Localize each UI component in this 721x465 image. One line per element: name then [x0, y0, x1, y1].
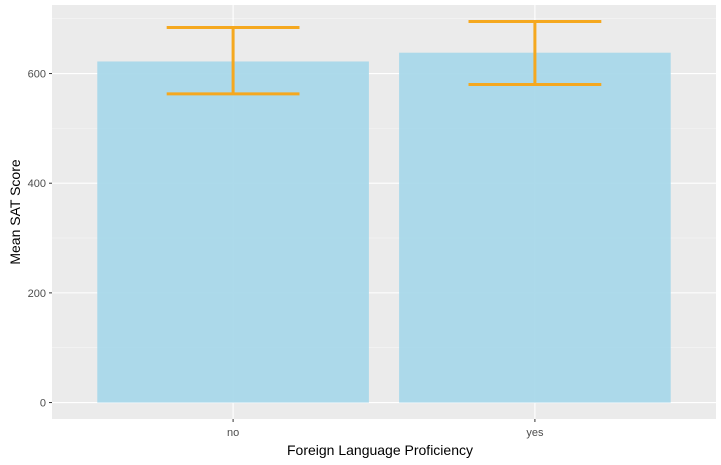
y-tick-label: 200 — [28, 288, 46, 300]
x-tick-label: no — [227, 427, 239, 439]
x-tick-label: yes — [526, 427, 544, 439]
y-tick-label: 0 — [40, 398, 46, 410]
y-tick-label: 400 — [28, 178, 46, 190]
x-axis-ticks: no yes — [227, 419, 544, 439]
x-axis-title: Foreign Language Proficiency — [287, 442, 473, 458]
error-bar-yes — [468, 19, 602, 87]
bars — [97, 52, 671, 403]
y-tick-label: 600 — [28, 69, 46, 81]
bar-yes — [399, 52, 671, 403]
bar-no — [97, 61, 369, 403]
error-bars — [166, 19, 602, 96]
error-bar-no — [166, 25, 300, 96]
y-axis-ticks: 0 200 400 600 — [28, 69, 52, 410]
y-axis-title: Mean SAT Score — [7, 159, 23, 265]
